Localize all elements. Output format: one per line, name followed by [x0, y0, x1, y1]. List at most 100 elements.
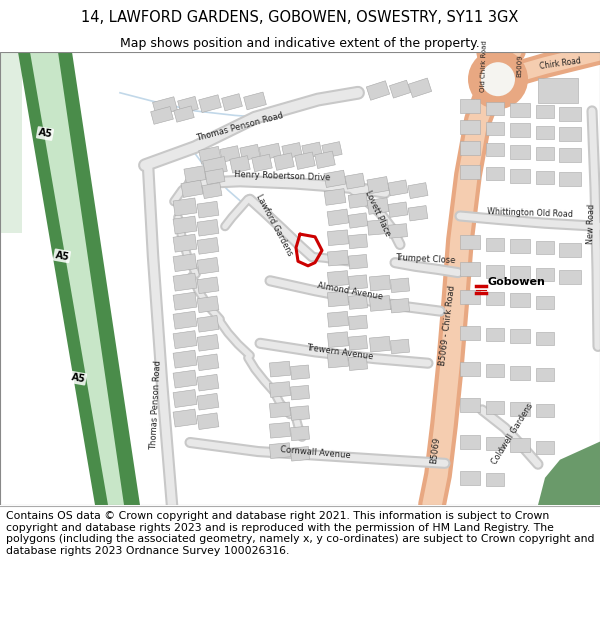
- Bar: [349, 234, 368, 249]
- Bar: [559, 127, 581, 141]
- Bar: [173, 216, 197, 234]
- Bar: [510, 266, 530, 280]
- Bar: [174, 106, 194, 122]
- Bar: [510, 293, 530, 308]
- Bar: [349, 275, 368, 289]
- Bar: [370, 336, 391, 352]
- Text: B5069: B5069: [429, 436, 441, 464]
- Bar: [349, 336, 368, 350]
- Bar: [510, 366, 530, 380]
- Bar: [486, 265, 504, 278]
- Bar: [559, 173, 581, 186]
- Bar: [328, 230, 349, 246]
- Bar: [389, 80, 410, 98]
- Bar: [348, 213, 368, 228]
- Bar: [388, 180, 408, 196]
- Bar: [460, 235, 480, 249]
- Text: Trewern Avenue: Trewern Avenue: [306, 342, 374, 361]
- Bar: [367, 81, 389, 100]
- Bar: [327, 209, 349, 226]
- Bar: [197, 316, 219, 332]
- Bar: [197, 374, 219, 391]
- Bar: [100, 72, 600, 485]
- Bar: [486, 143, 504, 156]
- Bar: [460, 165, 480, 179]
- Bar: [240, 144, 260, 161]
- Bar: [348, 193, 368, 208]
- Bar: [328, 311, 349, 327]
- Circle shape: [468, 49, 528, 109]
- Bar: [388, 224, 407, 238]
- Bar: [370, 275, 391, 291]
- Text: 14, LAWFORD GARDENS, GOBOWEN, OSWESTRY, SY11 3GX: 14, LAWFORD GARDENS, GOBOWEN, OSWESTRY, …: [82, 11, 518, 26]
- Bar: [367, 198, 389, 214]
- Bar: [197, 201, 219, 218]
- Bar: [173, 234, 197, 252]
- Bar: [328, 291, 349, 307]
- Bar: [486, 122, 504, 135]
- Bar: [510, 123, 530, 138]
- Bar: [324, 189, 346, 205]
- Text: Map shows position and indicative extent of the property.: Map shows position and indicative extent…: [120, 38, 480, 51]
- Bar: [197, 413, 219, 429]
- Bar: [460, 262, 480, 276]
- Text: Lawford Gardens: Lawford Gardens: [254, 193, 294, 258]
- Text: Henry Robertson Drive: Henry Robertson Drive: [234, 170, 330, 182]
- Bar: [536, 332, 554, 345]
- Bar: [315, 151, 335, 169]
- Text: Chirk Road: Chirk Road: [539, 56, 581, 71]
- Bar: [282, 142, 302, 159]
- Bar: [559, 148, 581, 162]
- Bar: [173, 254, 197, 272]
- Bar: [197, 258, 219, 274]
- Bar: [536, 268, 554, 281]
- Text: Whittington Old Road: Whittington Old Road: [487, 207, 573, 219]
- Bar: [510, 239, 530, 253]
- Bar: [259, 143, 281, 160]
- Bar: [244, 92, 266, 110]
- Bar: [460, 471, 480, 485]
- Text: Gobowen: Gobowen: [487, 277, 545, 287]
- Bar: [536, 441, 554, 454]
- Bar: [197, 334, 219, 351]
- Text: Contains OS data © Crown copyright and database right 2021. This information is : Contains OS data © Crown copyright and d…: [6, 511, 595, 556]
- Bar: [197, 219, 219, 236]
- Bar: [269, 442, 290, 459]
- Bar: [199, 95, 221, 112]
- Bar: [197, 393, 219, 410]
- Bar: [367, 176, 389, 194]
- Bar: [184, 166, 206, 183]
- Bar: [173, 331, 197, 349]
- Bar: [269, 422, 290, 438]
- Bar: [349, 356, 368, 371]
- Bar: [408, 206, 428, 221]
- Bar: [409, 78, 431, 98]
- Bar: [486, 401, 504, 414]
- Bar: [302, 142, 322, 159]
- Bar: [290, 365, 310, 379]
- Bar: [510, 438, 530, 452]
- Bar: [290, 406, 310, 420]
- Bar: [536, 171, 554, 184]
- Text: Lovett Place: Lovett Place: [364, 189, 392, 238]
- Bar: [173, 273, 197, 291]
- Bar: [391, 298, 410, 313]
- Bar: [152, 97, 178, 116]
- Text: B5009: B5009: [517, 54, 523, 77]
- Polygon shape: [0, 52, 22, 233]
- Bar: [220, 146, 240, 162]
- Bar: [460, 434, 480, 449]
- Text: Trumpet Close: Trumpet Close: [395, 253, 455, 265]
- Bar: [510, 103, 530, 117]
- Bar: [510, 169, 530, 182]
- Bar: [536, 404, 554, 418]
- Bar: [181, 180, 203, 198]
- Bar: [173, 389, 197, 408]
- Text: A5: A5: [70, 372, 86, 384]
- Bar: [328, 271, 349, 286]
- Bar: [230, 156, 250, 173]
- Bar: [328, 250, 349, 266]
- Bar: [559, 270, 581, 284]
- Bar: [173, 370, 197, 388]
- Bar: [460, 326, 480, 340]
